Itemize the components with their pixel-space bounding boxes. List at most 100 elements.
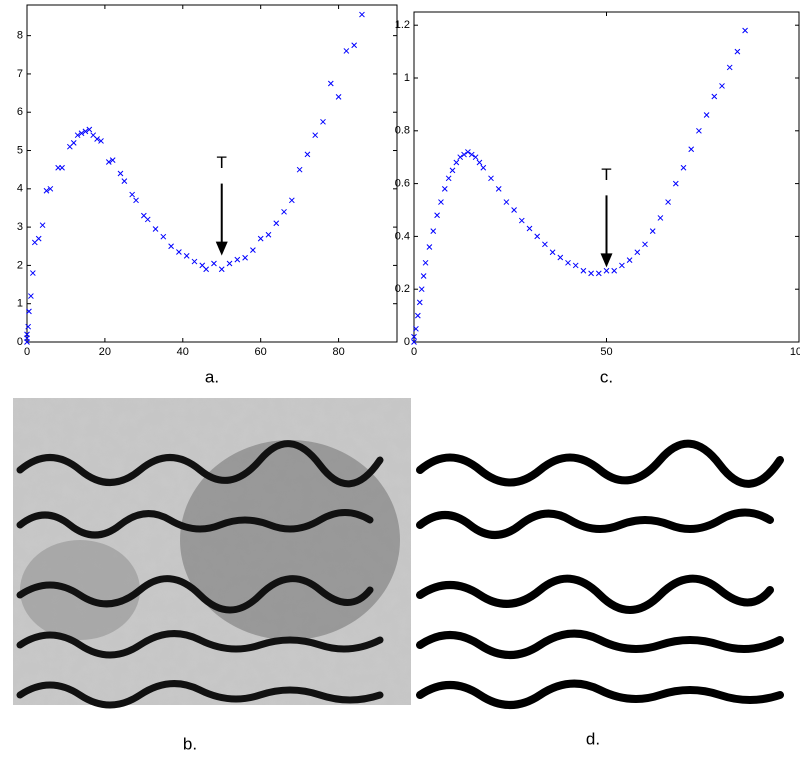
annotation: T (601, 165, 611, 184)
point (496, 186, 501, 191)
y-tick-label: 6 (17, 106, 23, 118)
x-tick-label: 100 (790, 346, 800, 358)
point (435, 213, 440, 218)
point (321, 119, 326, 124)
point (596, 271, 601, 276)
y-tick-label: 5 (17, 144, 23, 156)
point (542, 242, 547, 247)
point (558, 255, 563, 260)
point (735, 49, 740, 54)
point (328, 81, 333, 86)
point (519, 218, 524, 223)
point (219, 267, 224, 272)
point (235, 257, 240, 262)
x-tick-label: 0 (24, 346, 30, 358)
panel-label: c. (600, 367, 613, 386)
point (266, 232, 271, 237)
point (243, 255, 248, 260)
point (169, 244, 174, 249)
point (454, 160, 459, 165)
point (192, 259, 197, 264)
point (450, 168, 455, 173)
page: b. d. 020406080012345678Ta.05010000.20.4… (0, 0, 800, 768)
point (727, 65, 732, 70)
y-tick-label: 1 (17, 298, 23, 310)
point (650, 229, 655, 234)
point (643, 242, 648, 247)
y-tick-label: 8 (17, 30, 23, 42)
point (477, 160, 482, 165)
y-tick-label: 1 (404, 72, 410, 84)
point (30, 271, 35, 276)
point (720, 83, 725, 88)
point (446, 176, 451, 181)
point (161, 234, 166, 239)
point (130, 192, 135, 197)
point (305, 152, 310, 157)
point (184, 253, 189, 258)
x-tick-label: 20 (99, 346, 111, 358)
point (612, 268, 617, 273)
point (118, 171, 123, 176)
point (550, 250, 555, 255)
point (481, 165, 486, 170)
point (415, 313, 420, 318)
point (423, 260, 428, 265)
y-tick-label: 7 (17, 68, 23, 80)
figure: b. d. 020406080012345678Ta.05010000.20.4… (0, 0, 800, 768)
point (635, 250, 640, 255)
y-tick-label: 1.2 (395, 19, 410, 31)
point (122, 179, 127, 184)
point (153, 227, 158, 232)
point (297, 167, 302, 172)
point (289, 198, 294, 203)
y-tick-label: 3 (17, 221, 23, 233)
y-tick-label: 0.6 (395, 178, 410, 190)
point (658, 215, 663, 220)
point (250, 248, 255, 253)
point (421, 274, 426, 279)
point (40, 223, 45, 228)
point (673, 181, 678, 186)
arrow-head (216, 242, 228, 256)
panel-label: b. (183, 734, 197, 753)
y-tick-label: 0 (17, 336, 23, 348)
point (512, 208, 517, 213)
point (336, 94, 341, 99)
plot-frame (27, 5, 397, 342)
point (535, 234, 540, 239)
annotation: T (217, 153, 227, 172)
point (204, 267, 209, 272)
point (211, 261, 216, 266)
point (417, 300, 422, 305)
point (28, 294, 33, 299)
x-tick-label: 80 (332, 346, 344, 358)
arrow-head (601, 253, 613, 267)
y-tick-label: 0 (404, 336, 410, 348)
point (359, 12, 364, 17)
point (743, 28, 748, 33)
x-tick-label: 0 (411, 346, 417, 358)
point (704, 112, 709, 117)
point (71, 140, 76, 145)
point (566, 260, 571, 265)
y-tick-label: 0.4 (395, 230, 410, 242)
x-tick-label: 50 (600, 346, 612, 358)
y-tick-label: 4 (17, 183, 23, 195)
point (689, 147, 694, 152)
point (581, 268, 586, 273)
point (573, 263, 578, 268)
point (134, 198, 139, 203)
point (313, 133, 318, 138)
point (282, 209, 287, 214)
point (36, 236, 41, 241)
image-d (413, 398, 800, 705)
point (227, 261, 232, 266)
point (431, 229, 436, 234)
point (619, 263, 624, 268)
y-tick-label: 0.8 (395, 125, 410, 137)
point (489, 176, 494, 181)
point (26, 324, 31, 329)
point (258, 236, 263, 241)
x-tick-label: 40 (177, 346, 189, 358)
